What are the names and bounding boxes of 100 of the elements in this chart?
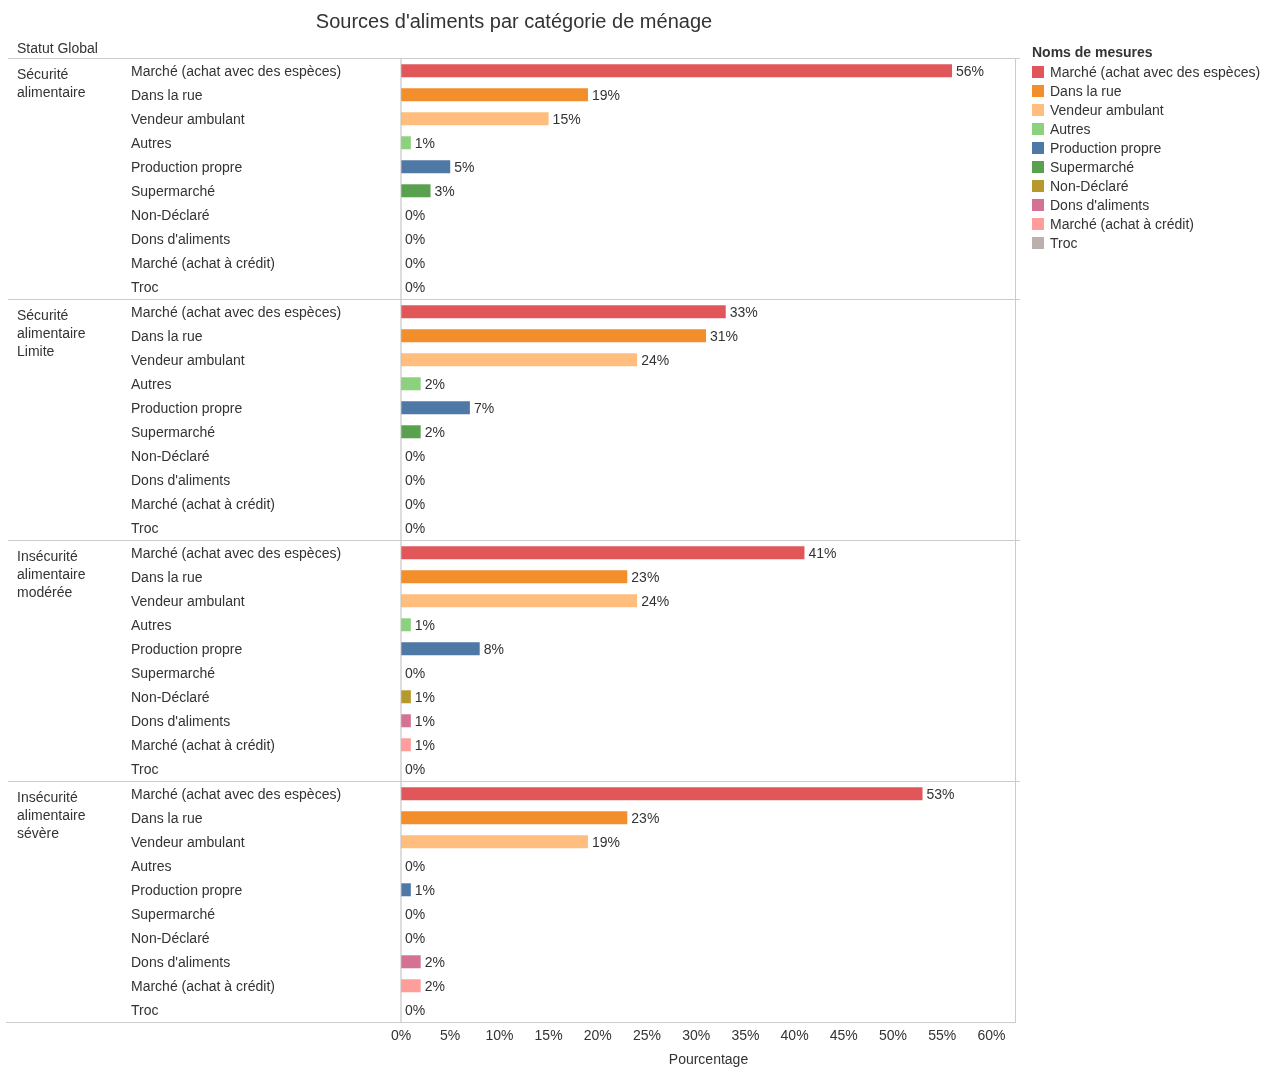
bar	[401, 979, 421, 993]
data-label: 0%	[405, 858, 426, 874]
y-tick-label: Supermarché	[131, 183, 216, 199]
bar	[401, 160, 451, 174]
y-tick-label: Vendeur ambulant	[131, 834, 245, 850]
data-label: 19%	[591, 834, 620, 850]
data-label: 0%	[405, 930, 426, 946]
bar	[401, 690, 411, 704]
y-tick-label: Dans la rue	[131, 87, 203, 103]
y-tick-label: Marché (achat avec des espèces)	[131, 63, 342, 79]
y-tick-label: Marché (achat à crédit)	[131, 978, 275, 994]
y-tick-label: Marché (achat avec des espèces)	[131, 304, 342, 320]
data-label: 0%	[405, 761, 426, 777]
y-tick-label: Supermarché	[131, 424, 216, 440]
data-label: 1%	[414, 135, 436, 151]
y-tick-label: Troc	[131, 761, 159, 777]
bar	[401, 136, 411, 150]
bar	[401, 787, 923, 801]
y-tick-label: Autres	[131, 376, 172, 392]
y-tick-label: Non-Déclaré	[131, 930, 210, 946]
y-tick-label: Autres	[131, 617, 172, 633]
data-label: 1%	[414, 882, 436, 898]
data-label: 0%	[405, 665, 426, 681]
y-tick-label: Production propre	[131, 400, 243, 416]
x-tick-label: 35%	[731, 1026, 760, 1043]
bar	[401, 546, 805, 560]
y-tick-label: Troc	[131, 279, 159, 295]
data-label: 2%	[424, 954, 445, 970]
y-tick-label: Vendeur ambulant	[131, 593, 245, 609]
bar	[401, 377, 421, 391]
y-tick-label: Autres	[131, 135, 172, 151]
color-key: Noms de mesures Marché (achat avec des espèces) Dans la rue Vendeur ambulant Autres Production propre Supermarché Non-Déclaré Dons d'aliments Marché (achat à crédit) Troc	[1020, 8, 1261, 1070]
y-tick-label: Non-Déclaré	[131, 207, 210, 223]
data-label: 5%	[454, 159, 475, 175]
data-label: 56%	[956, 63, 985, 79]
data-label: 0%	[405, 520, 426, 536]
y-tick-label: Non-Déclaré	[131, 689, 210, 705]
y-tick-label: Production propre	[131, 159, 243, 175]
x-tick-label: 50%	[878, 1026, 908, 1043]
y-tick-label: Supermarché	[131, 665, 216, 681]
y-tick-label: Dans la rue	[131, 328, 203, 344]
bar	[401, 305, 726, 319]
y-tick-label: Dans la rue	[131, 810, 203, 826]
x-tick-label: 25%	[632, 1026, 662, 1043]
bar	[401, 570, 628, 584]
y-tick-label: Dons d'aliments	[131, 472, 231, 488]
data-label: 1%	[414, 737, 436, 753]
data-label: 0%	[405, 906, 426, 922]
y-tick-label: Vendeur ambulant	[131, 111, 245, 127]
data-label: 0%	[405, 472, 426, 488]
data-label: 3%	[434, 183, 455, 199]
data-label: 23%	[631, 810, 660, 826]
bar	[401, 594, 638, 608]
data-label: 0%	[405, 279, 426, 295]
x-tick-label: 10%	[485, 1026, 514, 1043]
chart-title: Sources d'aliments par catégorie de ménage	[314, 9, 714, 34]
data-label: 8%	[483, 641, 504, 657]
data-label: 7%	[473, 400, 495, 416]
y-tick-label: Vendeur ambulant	[131, 352, 245, 368]
bar	[401, 64, 953, 78]
bar	[401, 353, 638, 367]
data-label: 2%	[424, 376, 445, 392]
bar	[401, 955, 421, 969]
bar	[401, 88, 588, 102]
data-label: 1%	[414, 689, 436, 705]
data-label: 24%	[641, 352, 670, 368]
y-tick-label: Dons d'aliments	[131, 954, 231, 970]
x-tick-label: 55%	[928, 1026, 957, 1043]
x-tick-label: 0%	[390, 1026, 412, 1043]
x-tick-label: 20%	[583, 1026, 612, 1043]
data-label: 1%	[414, 713, 436, 729]
y-tick-label: Marché (achat à crédit)	[131, 496, 275, 512]
text: Statut Global	[17, 40, 98, 56]
y-tick-label: Troc	[131, 1002, 159, 1018]
x-tick-label: 15%	[534, 1026, 563, 1043]
y-tick-label: Production propre	[131, 641, 243, 657]
data-label: 53%	[926, 786, 955, 802]
data-label: 2%	[424, 978, 445, 994]
y-tick-label: Autres	[131, 858, 172, 874]
y-tick-label: Troc	[131, 520, 159, 536]
legend-title: Noms de mesures	[1032, 44, 1154, 60]
y-tick-label: Dons d'aliments	[131, 713, 231, 729]
x-axis-title: Pourcentage	[668, 1051, 749, 1067]
data-label: 0%	[405, 231, 426, 247]
data-label: 19%	[591, 87, 620, 103]
y-tick-label: Supermarché	[131, 906, 216, 922]
data-label: 0%	[405, 448, 426, 464]
y-tick-label: Marché (achat avec des espèces)	[131, 545, 342, 561]
bar	[401, 835, 588, 849]
data-label: 1%	[414, 617, 436, 633]
y-axis-title: Insécurité alimentaire modérée	[16, 547, 87, 602]
bar	[401, 738, 411, 752]
y-tick-label: Dans la rue	[131, 569, 203, 585]
bar	[401, 642, 480, 656]
data-label: 23%	[631, 569, 660, 585]
x-tick-label: 40%	[780, 1026, 809, 1043]
data-label: 24%	[641, 593, 670, 609]
bar	[401, 112, 549, 126]
data-label: 41%	[808, 545, 837, 561]
bar	[401, 811, 628, 825]
